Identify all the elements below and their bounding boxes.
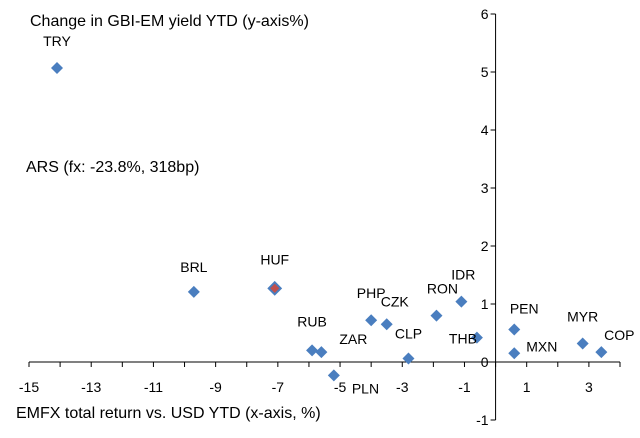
x-tick-label: -15 bbox=[19, 379, 39, 395]
point-php bbox=[365, 314, 378, 327]
y-tick-label: 3 bbox=[481, 180, 489, 196]
point-thb bbox=[470, 331, 483, 344]
point-myr bbox=[576, 337, 589, 350]
point-huf bbox=[267, 280, 283, 296]
point-label-zar: ZAR bbox=[339, 331, 367, 347]
y-tick-label: 6 bbox=[481, 6, 489, 22]
point-label-myr: MYR bbox=[567, 308, 598, 324]
point-label-idr: IDR bbox=[451, 267, 475, 283]
x-tick-label: -11 bbox=[144, 379, 163, 395]
y-tick-label: 0 bbox=[481, 354, 489, 370]
point-rub bbox=[306, 344, 319, 357]
y-axis-title: Change in GBI-EM yield YTD (y-axis%) bbox=[30, 13, 309, 30]
x-tick-label: -1 bbox=[458, 379, 471, 395]
point-label-brl: BRL bbox=[180, 259, 207, 275]
point-label-cop: COP bbox=[604, 327, 634, 343]
x-tick-label: -9 bbox=[209, 379, 222, 395]
point-zar bbox=[315, 346, 328, 359]
y-tick-label: 1 bbox=[481, 296, 489, 312]
y-tick-label: 2 bbox=[481, 238, 489, 254]
point-label-php: PHP bbox=[357, 285, 386, 301]
x-tick-label: 3 bbox=[585, 379, 593, 395]
point-label-pen: PEN bbox=[510, 301, 539, 317]
point-cop bbox=[595, 346, 608, 359]
point-label-clp: CLP bbox=[395, 326, 422, 342]
point-label-try: TRY bbox=[43, 33, 71, 49]
x-tick-label: -5 bbox=[334, 379, 347, 395]
x-tick-label: -7 bbox=[272, 379, 285, 395]
y-tick-label: -1 bbox=[476, 412, 489, 428]
ars-annotation: ARS (fx: -23.8%, 318bp) bbox=[26, 159, 199, 176]
point-label-rub: RUB bbox=[297, 313, 327, 329]
point-idr bbox=[455, 295, 468, 308]
x-axis-title: EMFX total return vs. USD YTD (x-axis, %… bbox=[16, 405, 321, 422]
point-label-czk: CZK bbox=[381, 293, 410, 309]
point-czk bbox=[380, 318, 393, 331]
point-mxn bbox=[508, 347, 521, 360]
x-tick-label: -3 bbox=[396, 379, 409, 395]
point-label-thb: THB bbox=[449, 331, 477, 347]
point-pln bbox=[327, 369, 340, 382]
x-tick-label: -13 bbox=[81, 379, 101, 395]
point-clp bbox=[402, 352, 415, 365]
y-tick-label: 4 bbox=[481, 122, 489, 138]
y-tick-label: 5 bbox=[481, 64, 489, 80]
x-tick-label: 1 bbox=[523, 379, 531, 395]
point-label-mxn: MXN bbox=[526, 338, 557, 354]
point-pen bbox=[508, 323, 521, 336]
point-ron bbox=[430, 309, 443, 322]
point-label-pln: PLN bbox=[352, 380, 379, 396]
point-try bbox=[50, 61, 63, 74]
point-label-huf: HUF bbox=[260, 251, 289, 267]
point-label-ron: RON bbox=[427, 281, 458, 297]
point-brl bbox=[187, 285, 200, 298]
